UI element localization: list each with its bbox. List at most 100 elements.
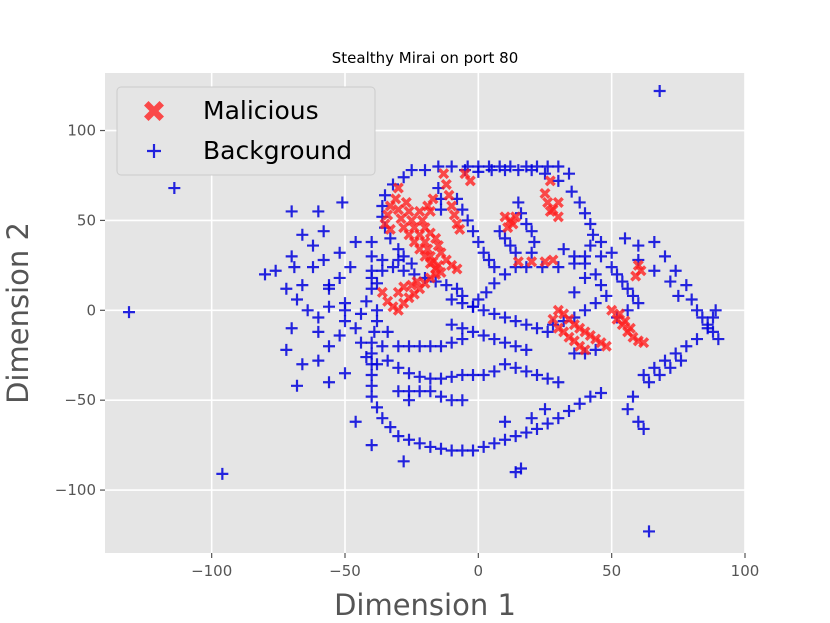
background-point xyxy=(595,279,607,292)
background-point xyxy=(288,261,301,274)
background-point xyxy=(621,282,634,295)
malicious-point xyxy=(446,200,458,212)
malicious-point xyxy=(526,256,538,268)
background-point xyxy=(259,268,271,281)
background-point xyxy=(355,307,367,320)
background-point xyxy=(627,289,639,302)
malicious-point xyxy=(624,322,636,334)
background-point xyxy=(520,426,533,439)
malicious-point xyxy=(539,187,551,199)
background-point xyxy=(307,261,319,274)
background-point xyxy=(371,277,383,290)
background-point xyxy=(445,293,458,306)
background-point xyxy=(285,205,298,218)
background-point xyxy=(384,232,397,245)
background-point xyxy=(664,361,677,374)
background-point xyxy=(552,412,565,425)
series-background xyxy=(123,84,725,538)
background-point xyxy=(664,275,677,288)
malicious-point xyxy=(539,256,551,268)
background-point xyxy=(488,261,501,274)
x-tick-label: 0 xyxy=(474,562,484,580)
background-point xyxy=(392,340,405,353)
background-point xyxy=(296,279,309,292)
malicious-point xyxy=(376,286,388,298)
y-tick-label: 50 xyxy=(77,211,96,229)
background-point xyxy=(512,196,525,209)
malicious-point xyxy=(384,200,396,212)
background-point xyxy=(435,340,447,353)
background-point xyxy=(285,250,298,263)
background-point xyxy=(456,289,469,302)
background-point xyxy=(365,390,378,403)
background-point xyxy=(477,369,490,382)
background-point xyxy=(512,164,525,177)
malicious-point xyxy=(632,259,644,271)
chart-title: Stealthy Mirai on port 80 xyxy=(332,49,518,67)
background-point xyxy=(376,200,389,213)
background-point xyxy=(643,525,655,538)
background-point xyxy=(595,387,607,399)
background-point xyxy=(632,415,645,428)
malicious-point xyxy=(430,268,442,280)
background-point xyxy=(392,361,405,374)
background-point xyxy=(307,239,319,252)
background-point xyxy=(419,164,431,177)
background-point xyxy=(451,282,463,295)
background-point xyxy=(541,325,554,338)
malicious-point xyxy=(392,182,404,194)
background-point xyxy=(488,333,501,346)
malicious-point xyxy=(454,223,466,235)
background-point xyxy=(579,304,591,317)
background-point xyxy=(379,189,391,202)
malicious-point xyxy=(424,205,436,217)
malicious-point xyxy=(630,270,642,282)
background-point xyxy=(467,444,479,457)
background-point xyxy=(333,246,346,259)
malicious-point xyxy=(414,205,426,217)
background-point xyxy=(365,250,378,263)
background-point xyxy=(472,293,485,306)
background-point xyxy=(376,253,389,266)
background-point xyxy=(445,370,458,383)
malicious-point xyxy=(438,168,450,180)
malicious-point xyxy=(606,304,618,316)
background-point xyxy=(403,394,415,407)
x-tick-label: 50 xyxy=(602,562,621,580)
background-point xyxy=(568,250,581,263)
malicious-point xyxy=(432,259,444,271)
background-point xyxy=(477,440,490,453)
background-point xyxy=(365,282,378,295)
background-point xyxy=(456,203,469,216)
background-point xyxy=(696,311,709,324)
malicious-point xyxy=(579,344,591,356)
background-point xyxy=(539,403,551,416)
malicious-point xyxy=(422,243,434,255)
malicious-point xyxy=(552,196,564,208)
background-point xyxy=(557,243,570,256)
background-point xyxy=(435,442,447,455)
background-point xyxy=(317,225,330,238)
background-point xyxy=(403,340,415,353)
background-point xyxy=(531,422,543,435)
background-point xyxy=(376,264,389,277)
malicious-point xyxy=(512,256,524,268)
background-point xyxy=(461,214,474,227)
legend-box xyxy=(116,86,376,176)
background-point xyxy=(392,430,405,443)
y-tick-label: 0 xyxy=(86,301,96,319)
background-point xyxy=(504,160,517,173)
malicious-point xyxy=(544,205,556,217)
background-point xyxy=(365,379,378,392)
legend-background-label: Background xyxy=(203,136,352,165)
background-point xyxy=(707,311,719,324)
background-point xyxy=(605,261,618,274)
background-point xyxy=(405,164,418,177)
background-point xyxy=(531,369,543,382)
background-point xyxy=(467,300,479,313)
background-point xyxy=(648,361,661,374)
background-point xyxy=(509,315,522,328)
malicious-point xyxy=(507,218,519,230)
x-tick-label: −50 xyxy=(329,562,361,580)
background-point xyxy=(563,404,575,417)
